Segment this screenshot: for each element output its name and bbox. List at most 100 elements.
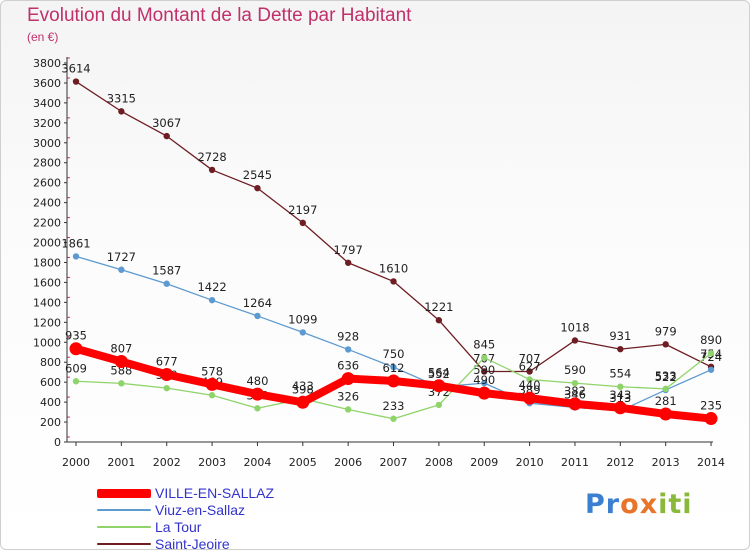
data-label: 707 xyxy=(519,351,541,365)
data-point xyxy=(659,407,673,421)
data-label: 480 xyxy=(246,374,268,388)
data-label: 928 xyxy=(337,329,359,343)
data-label: 979 xyxy=(655,324,677,338)
x-tick-label: 2005 xyxy=(289,456,317,469)
x-tick-label: 2009 xyxy=(470,456,498,469)
y-tick-label: 2000 xyxy=(33,237,61,250)
data-label: 677 xyxy=(156,354,178,368)
data-point xyxy=(662,385,669,393)
x-tick-label: 2004 xyxy=(243,456,271,469)
data-label: 2728 xyxy=(197,150,226,164)
data-label: 3315 xyxy=(107,91,136,105)
legend-swatch xyxy=(97,543,151,545)
y-tick-label: 3800 xyxy=(33,57,61,70)
data-label: 1610 xyxy=(379,261,408,275)
data-label: 636 xyxy=(337,359,359,373)
y-tick-label: 1000 xyxy=(33,336,61,349)
data-point xyxy=(118,108,125,115)
data-point xyxy=(72,78,80,85)
y-tick-label: 3400 xyxy=(33,97,61,110)
data-point xyxy=(72,378,80,385)
legend-swatch xyxy=(97,509,151,511)
y-tick-label: 1200 xyxy=(33,316,61,329)
y-tick-label: 1600 xyxy=(33,276,61,289)
data-label: 1587 xyxy=(152,264,181,278)
y-tick-label: 0 xyxy=(54,436,61,449)
data-point xyxy=(118,266,125,273)
logo-letter: r xyxy=(605,489,621,520)
data-label: 552 xyxy=(428,367,450,381)
x-tick-label: 2001 xyxy=(107,456,135,469)
data-point xyxy=(69,342,83,356)
x-tick-label: 2003 xyxy=(198,456,226,469)
x-tick-label: 2006 xyxy=(334,456,362,469)
data-label: 931 xyxy=(609,329,631,343)
data-label: 382 xyxy=(564,384,586,398)
data-label: 1099 xyxy=(288,312,317,326)
data-point xyxy=(208,166,216,174)
data-point xyxy=(526,376,533,383)
data-point xyxy=(390,415,397,422)
data-point xyxy=(160,367,174,381)
data-point xyxy=(118,380,125,387)
data-point xyxy=(296,395,310,409)
legend-label: VILLE-EN-SALLAZ xyxy=(155,485,275,501)
data-point xyxy=(163,132,170,140)
data-point xyxy=(344,259,352,266)
y-tick-label: 3200 xyxy=(33,117,61,130)
data-label: 398 xyxy=(292,382,314,396)
data-point xyxy=(254,184,261,192)
data-label: 233 xyxy=(383,399,405,413)
data-label: 313 xyxy=(609,391,631,405)
data-point xyxy=(662,341,669,348)
y-tick-label: 3000 xyxy=(33,137,61,150)
data-label: 890 xyxy=(700,333,722,347)
x-tick-label: 2013 xyxy=(652,456,680,469)
x-tick-label: 2014 xyxy=(697,456,725,469)
data-label: 3067 xyxy=(152,116,181,130)
data-label: 590 xyxy=(473,363,495,377)
data-label: 522 xyxy=(655,370,677,384)
series-saint-jeoire: 3614 3315 3067 2728 2545 2197 1797 1610 1221 707 7… xyxy=(61,62,722,375)
data-point xyxy=(72,253,80,260)
logo-letter: P xyxy=(585,489,606,520)
series-ville-en-sallaz: 935 807 677 578 480 398 636 612 564 490 440 382 343 2… xyxy=(65,329,722,426)
data-label: 750 xyxy=(383,347,405,361)
data-point xyxy=(254,312,261,320)
x-tick-label: 2010 xyxy=(516,456,544,469)
y-tick-label: 1800 xyxy=(33,256,61,269)
data-point xyxy=(477,386,491,400)
data-point xyxy=(707,366,715,373)
data-point xyxy=(435,401,443,409)
data-point xyxy=(435,317,443,324)
data-point xyxy=(613,401,627,415)
data-label: 1797 xyxy=(334,243,363,257)
data-point xyxy=(344,406,352,413)
data-point xyxy=(526,368,533,375)
data-point xyxy=(387,374,401,388)
data-label: 609 xyxy=(65,361,87,375)
legend-label: La Tour xyxy=(155,519,202,535)
data-label: 554 xyxy=(609,367,631,381)
legend-label: Saint-Jeoire xyxy=(155,536,230,550)
legend-swatch xyxy=(97,488,151,498)
y-tick-label: 600 xyxy=(40,376,61,389)
data-label: 1264 xyxy=(243,296,272,310)
data-point xyxy=(390,278,397,285)
data-label: 2197 xyxy=(288,203,317,217)
x-tick-label: 2002 xyxy=(153,456,181,469)
data-point xyxy=(254,405,261,412)
y-tick-label: 800 xyxy=(40,356,61,369)
data-point xyxy=(617,345,624,353)
data-point xyxy=(523,391,537,405)
data-point xyxy=(205,377,219,391)
data-point xyxy=(250,387,264,401)
data-label: 845 xyxy=(473,338,495,352)
data-label: 440 xyxy=(519,378,541,392)
y-tick-label: 3600 xyxy=(33,77,61,90)
y-tick-label: 200 xyxy=(40,416,61,429)
y-tick-label: 2200 xyxy=(33,217,61,230)
data-label: 612 xyxy=(383,361,405,375)
